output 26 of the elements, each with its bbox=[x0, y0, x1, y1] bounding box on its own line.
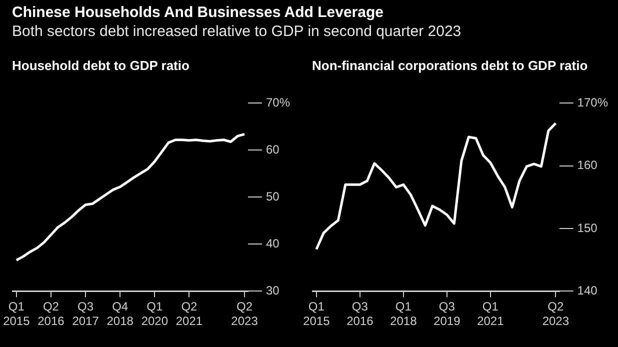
y-tick-label: 50 bbox=[266, 190, 280, 204]
chart-subtitle: Both sectors debt increased relative to GDP in second quarter 2023 bbox=[12, 22, 462, 42]
y-tick-label: 70% bbox=[266, 96, 290, 110]
y-tick-label: 40 bbox=[266, 236, 280, 251]
x-tick-label: Q4 2018 bbox=[106, 300, 134, 328]
y-axis-title: Non-financial corporations debt to GDP ratio bbox=[312, 58, 588, 73]
y-tick-label: 30 bbox=[266, 284, 280, 298]
x-tick-label: Q2 2023 bbox=[542, 300, 570, 328]
x-tick-label: Q1 2015 bbox=[3, 300, 30, 328]
x-tick-label: Q1 2021 bbox=[477, 300, 504, 328]
y-tick-label: 160 bbox=[577, 158, 598, 172]
x-tick-label: Q2 2021 bbox=[176, 300, 203, 328]
x-tick-label: Q1 2015 bbox=[303, 300, 330, 328]
chart-title: Chinese Households And Businesses Add Leverage bbox=[12, 4, 384, 22]
y-tick-label: 150 bbox=[577, 220, 598, 235]
x-tick-label: Q3 2019 bbox=[434, 300, 461, 328]
y-tick-label: 140 bbox=[577, 284, 598, 298]
x-tick-label: Q2 2016 bbox=[38, 300, 65, 328]
x-tick-label: Q2 2023 bbox=[231, 300, 258, 328]
y-tick-label: 170% bbox=[577, 96, 608, 110]
y-tick-label: 60 bbox=[266, 142, 280, 157]
x-tick-label: Q1 2018 bbox=[390, 300, 418, 328]
x-tick-label: Q3 2016 bbox=[346, 300, 374, 328]
x-tick-label: Q1 2020 bbox=[141, 300, 168, 328]
y-axis-title: Household debt to GDP ratio bbox=[12, 58, 190, 73]
x-tick-label: Q3 2017 bbox=[72, 300, 100, 328]
